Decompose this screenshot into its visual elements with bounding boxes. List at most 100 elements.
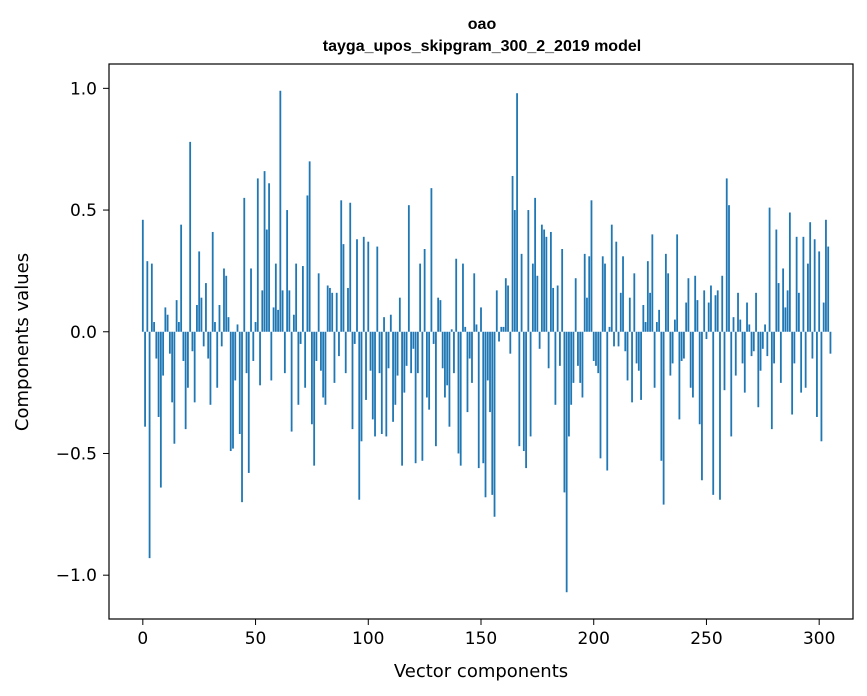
bar-212 [619,292,622,332]
bar-34 [218,304,221,332]
bar-92 [349,202,352,332]
bar-19 [184,331,187,430]
x-tick-label-2: 100 [352,629,384,649]
y-axis-label: Components values [12,253,33,431]
bar-186 [561,249,564,332]
bar-289 [793,331,796,364]
bar-284 [782,268,785,332]
bar-153 [486,331,489,381]
bar-59 [274,263,277,332]
bar-262 [732,317,735,332]
bar-221 [640,331,642,400]
bar-46 [245,331,248,374]
bar-0 [141,219,144,332]
bar-116 [403,331,406,393]
bar-305 [829,331,832,354]
bar-81 [324,331,327,405]
bar-174 [534,197,537,332]
bar-28 [205,283,207,332]
bar-86 [335,292,338,332]
bar-196 [583,253,586,332]
bar-251 [707,302,710,332]
bar-119 [410,331,413,374]
bar-136 [448,331,451,427]
bar-204 [601,256,604,332]
chart-subtitle: tayga_upos_skipgram_300_2_2019 model [323,38,641,55]
bar-264 [737,292,739,332]
bar-155 [491,331,494,495]
bar-44 [241,331,243,503]
x-tick-label-6: 300 [803,629,835,649]
bar-111 [392,331,394,422]
bar-280 [773,331,775,364]
bar-226 [651,234,654,332]
bar-83 [329,287,331,332]
bar-269 [748,324,751,332]
bar-157 [495,290,498,332]
chart-title: oao [468,16,497,33]
bar-292 [800,331,803,393]
bar-39 [229,331,232,452]
bar-42 [236,324,239,332]
bar-36 [223,268,225,332]
bar-48 [250,268,252,332]
bar-73 [306,195,309,332]
bar-64 [286,210,289,332]
bar-97 [360,331,363,442]
bar-134 [444,331,446,398]
bar-56 [268,183,270,332]
bar-159 [500,326,503,332]
bar-14 [173,331,176,444]
bar-77 [315,331,318,361]
x-tick-label-3: 150 [465,629,497,649]
bar-115 [401,331,403,466]
bar-88 [340,200,343,332]
bar-137 [450,329,453,332]
bar-240 [683,331,685,359]
bar-177 [540,224,543,332]
bar-117 [405,331,408,366]
bar-114 [398,297,401,332]
bar-80 [322,331,325,398]
y-axis-ticks: −1.0 −0.5 0.0 0.5 1.0 [56,79,109,586]
bar-222 [642,304,645,332]
bar-68 [295,263,298,332]
bar-266 [741,331,744,364]
bar-258 [723,331,726,391]
bar-272 [755,292,757,332]
bar-199 [590,200,593,332]
bar-234 [669,331,672,376]
bar-53 [261,290,264,332]
bar-95 [356,239,358,332]
bar-1 [144,331,146,427]
bar-267 [743,331,746,393]
bar-215 [626,331,629,381]
bar-32 [214,322,216,332]
bar-109 [387,331,390,369]
x-tick-label-4: 200 [578,629,610,649]
bar-5 [153,322,155,332]
y-tick-label-3: 0.5 [70,201,97,221]
bar-197 [586,297,588,332]
bar-45 [243,197,246,332]
bar-94 [353,331,356,344]
bar-10 [164,307,167,332]
bar-241 [685,302,688,332]
bar-128 [430,188,433,332]
bar-156 [493,331,496,517]
bar-12 [168,331,171,354]
bar-210 [615,241,618,332]
bar-58 [272,307,275,332]
bar-125 [423,249,426,332]
x-axis-ticks: 0 50 100 150 200 250 300 [137,619,835,649]
bar-260 [728,205,730,332]
bar-239 [680,331,683,361]
bar-291 [797,292,800,332]
bar-261 [730,331,733,437]
bar-38 [227,317,230,332]
bar-11 [166,314,169,332]
bar-275 [761,331,764,349]
bar-91 [347,287,349,332]
bar-225 [649,292,651,332]
